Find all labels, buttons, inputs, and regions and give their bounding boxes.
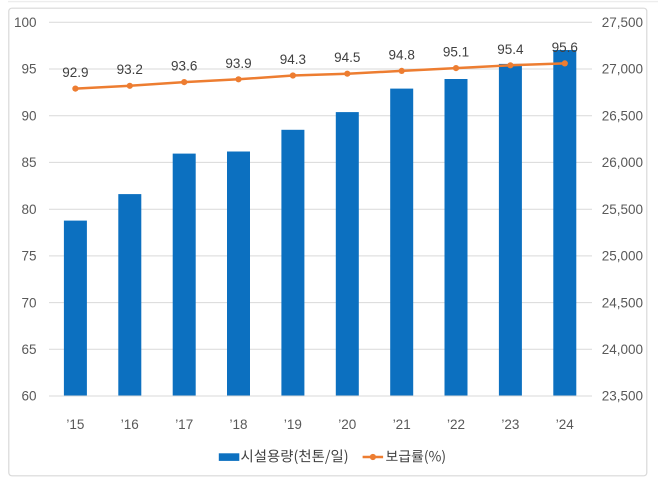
svg-text:85: 85 xyxy=(21,155,36,170)
svg-text:94.5: 94.5 xyxy=(334,50,360,65)
svg-text:100: 100 xyxy=(14,15,37,30)
svg-text:24,000: 24,000 xyxy=(602,342,643,357)
svg-text:95.6: 95.6 xyxy=(552,40,578,55)
svg-text:’17: ’17 xyxy=(175,417,193,432)
svg-text:75: 75 xyxy=(21,249,36,264)
svg-text:94.8: 94.8 xyxy=(389,47,415,62)
svg-text:95.1: 95.1 xyxy=(443,45,469,60)
svg-text:95: 95 xyxy=(21,62,36,77)
svg-text:24,500: 24,500 xyxy=(602,295,643,310)
svg-text:’18: ’18 xyxy=(229,417,247,432)
svg-text:25,500: 25,500 xyxy=(602,202,643,217)
svg-text:90: 90 xyxy=(21,108,36,123)
svg-text:65: 65 xyxy=(21,342,36,357)
svg-text:’21: ’21 xyxy=(393,417,411,432)
svg-text:94.3: 94.3 xyxy=(280,52,306,67)
svg-text:’20: ’20 xyxy=(338,417,356,432)
svg-text:93.2: 93.2 xyxy=(117,62,143,77)
svg-text:27,000: 27,000 xyxy=(602,62,643,77)
svg-text:95.4: 95.4 xyxy=(497,42,524,57)
svg-text:93.9: 93.9 xyxy=(225,56,251,71)
svg-text:’19: ’19 xyxy=(284,417,302,432)
svg-text:’22: ’22 xyxy=(447,417,465,432)
svg-text:26,000: 26,000 xyxy=(602,155,643,170)
svg-text:23,500: 23,500 xyxy=(602,389,643,404)
svg-text:26,500: 26,500 xyxy=(602,108,643,123)
svg-text:’16: ’16 xyxy=(121,417,139,432)
svg-text:25,000: 25,000 xyxy=(602,249,643,264)
svg-text:60: 60 xyxy=(21,389,36,404)
svg-text:70: 70 xyxy=(21,295,36,310)
svg-text:93.6: 93.6 xyxy=(171,59,197,74)
svg-text:’23: ’23 xyxy=(501,417,519,432)
svg-text:27,500: 27,500 xyxy=(602,15,643,30)
svg-text:92.9: 92.9 xyxy=(62,65,88,80)
svg-text:’24: ’24 xyxy=(556,417,575,432)
svg-text:80: 80 xyxy=(21,202,36,217)
svg-text:’15: ’15 xyxy=(66,417,84,432)
